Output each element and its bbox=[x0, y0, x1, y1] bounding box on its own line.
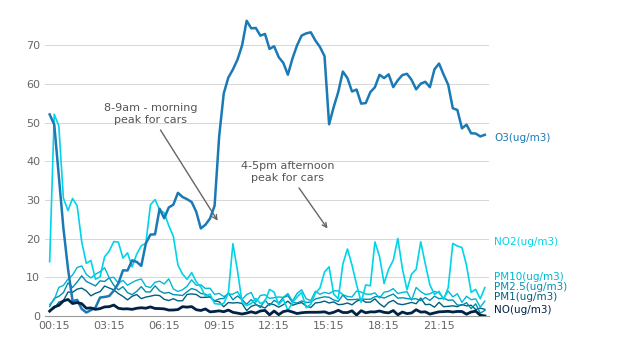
Text: NO(ug/m3): NO(ug/m3) bbox=[494, 305, 551, 315]
Text: 4-5pm afternoon
peak for cars: 4-5pm afternoon peak for cars bbox=[241, 161, 335, 227]
Text: O3(ug/m3): O3(ug/m3) bbox=[494, 133, 551, 143]
Text: 8-9am - morning
peak for cars: 8-9am - morning peak for cars bbox=[104, 103, 217, 219]
Text: PM10(ug/m3): PM10(ug/m3) bbox=[494, 272, 564, 282]
Text: PM1(ug/m3): PM1(ug/m3) bbox=[494, 292, 557, 302]
Text: PM2.5(ug/m3): PM2.5(ug/m3) bbox=[494, 282, 567, 292]
Text: NO2(ug/m3): NO2(ug/m3) bbox=[494, 237, 558, 247]
